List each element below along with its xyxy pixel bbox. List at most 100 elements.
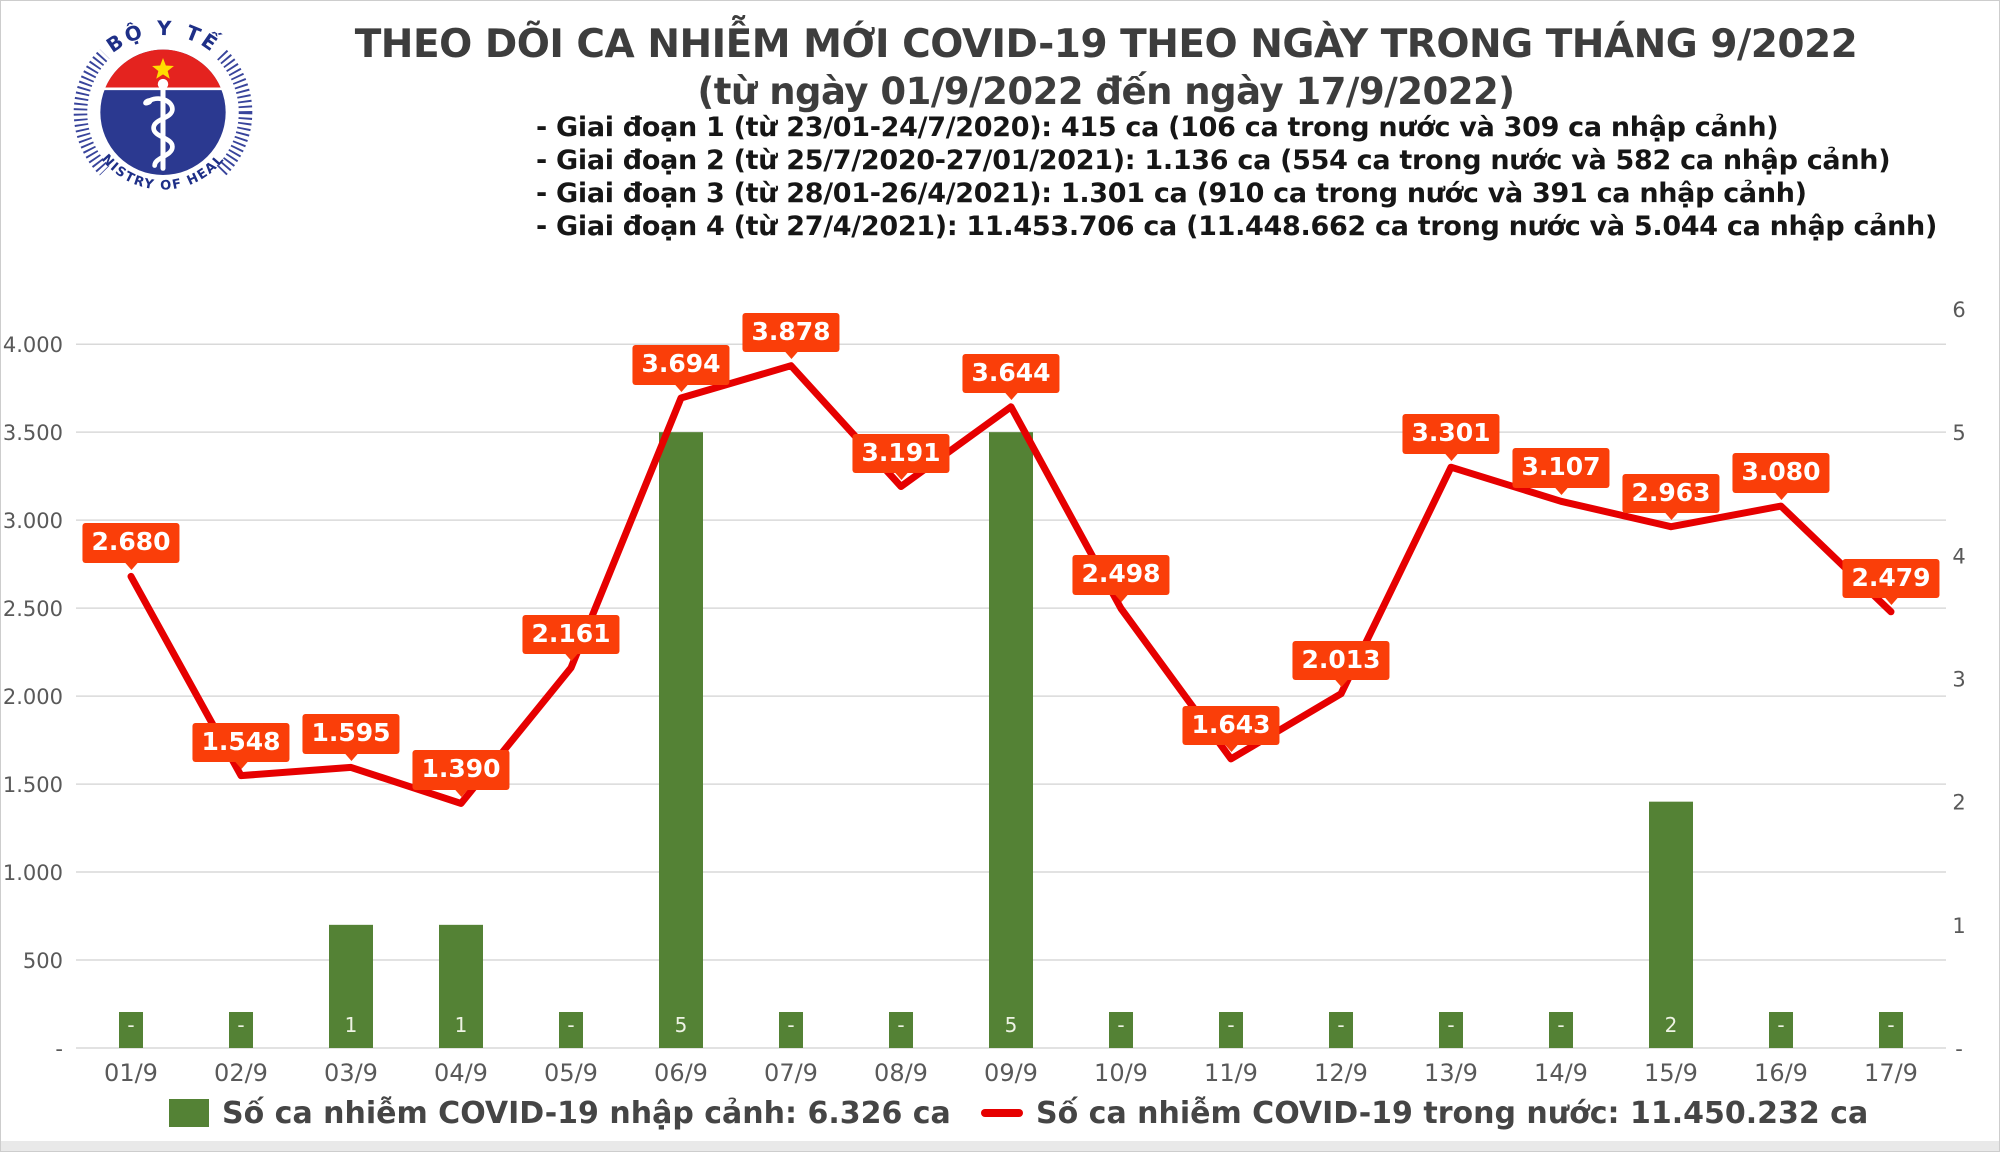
bar-value-label: - [1227, 1013, 1234, 1037]
data-callout: 1.390 [412, 750, 510, 790]
rod-of-asclepius-icon [143, 78, 175, 171]
y-axis-right-tick: 5 [1952, 421, 1965, 445]
imported-cases-bar [1649, 801, 1693, 1048]
x-axis-label: 04/9 [434, 1059, 488, 1087]
y-axis-left-tick: 3.000 [3, 509, 63, 533]
data-callout: 2.498 [1072, 555, 1170, 595]
bar-value-label: - [127, 1013, 134, 1037]
y-axis-left-tick: 1.000 [3, 861, 63, 885]
imported-cases-bar [119, 1012, 143, 1048]
logo-bottom-text-backing [95, 161, 231, 199]
legend-item-domestic-cases: Số ca nhiễm COVID-19 trong nước: 11.450.… [981, 1091, 1868, 1135]
domestic-cases-line [127, 362, 1895, 807]
imported-cases-bar [559, 1012, 583, 1048]
data-callout: 3.080 [1732, 453, 1830, 493]
bar-value-label: - [1337, 1013, 1344, 1037]
imported-cases-bar [1769, 1012, 1793, 1048]
bar-value-label: 5 [1005, 1013, 1018, 1037]
logo-top-text-backing [95, 17, 231, 64]
x-axis-label: 11/9 [1204, 1059, 1258, 1087]
y-axis-right-tick: 6 [1952, 298, 1965, 322]
y-axis-right-tick: - [1955, 1037, 1963, 1061]
x-axis-label: 17/9 [1864, 1059, 1918, 1087]
y-axis-left-tick: 3.500 [3, 421, 63, 445]
phase-summary: - Giai đoạn 1 (từ 23/01-24/7/2020): 415 … [536, 111, 1956, 243]
phase-4-summary: - Giai đoạn 4 (từ 27/4/2021): 11.453.706… [536, 211, 1938, 242]
data-callout: 3.301 [1402, 414, 1500, 454]
y-axis-left-tick: 4.000 [3, 333, 63, 357]
y-axis-left-tick: 1.500 [3, 773, 63, 797]
data-callout: 2.161 [522, 614, 620, 655]
data-callout: 3.191 [852, 433, 950, 474]
data-callout: 1.643 [1182, 705, 1280, 746]
imported-cases-bar [1329, 1012, 1353, 1048]
y-axis-left-tick: 2.500 [3, 597, 63, 621]
x-axis-label: 09/9 [984, 1059, 1038, 1087]
imported-cases-bar [659, 432, 703, 1049]
data-callout: 3.694 [632, 345, 730, 385]
x-axis-label: 12/9 [1314, 1059, 1368, 1087]
x-axis-label: 08/9 [874, 1059, 928, 1087]
bar-value-label: 1 [345, 1013, 358, 1037]
y-axis-right-tick: 4 [1952, 544, 1965, 568]
bar-value-label: - [1447, 1013, 1454, 1037]
imported-cases-bar [229, 1012, 253, 1048]
data-callout: 3.644 [962, 353, 1060, 394]
x-axis-label: 07/9 [764, 1059, 818, 1087]
y-axis-right-tick: 3 [1952, 668, 1965, 692]
bar-value-label: 2 [1665, 1013, 1678, 1037]
x-axis-label: 01/9 [104, 1059, 158, 1087]
bar-value-label: - [237, 1013, 244, 1037]
x-axis-label: 16/9 [1754, 1059, 1808, 1087]
y-axis-left-tick: 2.000 [3, 685, 63, 709]
bar-value-label: - [1117, 1013, 1124, 1037]
header: THEO DÕI CA NHIỄM MỚI COVID-19 THEO NGÀY… [261, 22, 1951, 113]
x-axis-label: 14/9 [1534, 1059, 1588, 1087]
page-subtitle: (từ ngày 01/9/2022 đến ngày 17/9/2022) [697, 69, 1515, 113]
data-callout: 2.680 [82, 523, 180, 563]
data-callout: 1.548 [192, 722, 290, 763]
x-axis-label: 03/9 [324, 1059, 378, 1087]
phase-3-summary: - Giai đoạn 3 (từ 28/01-26/4/2021): 1.30… [536, 178, 1807, 209]
x-axis-label: 02/9 [214, 1059, 268, 1087]
legend-domestic-label: Số ca nhiễm COVID-19 trong nước: 11.450.… [1036, 1095, 1869, 1131]
bar-value-label: - [567, 1013, 574, 1037]
x-axis-label: 15/9 [1644, 1059, 1698, 1087]
x-axis-label: 10/9 [1094, 1059, 1148, 1087]
bar-value-label: - [1777, 1013, 1784, 1037]
bar-value-label: - [787, 1013, 794, 1037]
data-callout: 2.479 [1842, 558, 1940, 599]
imported-cases-bar [779, 1012, 803, 1048]
x-axis-label: 05/9 [544, 1059, 598, 1087]
data-callout: 2.963 [1622, 473, 1720, 514]
imported-cases-bar [989, 432, 1033, 1049]
imported-cases-bar [1219, 1012, 1243, 1048]
x-axis-label: 06/9 [654, 1059, 708, 1087]
imported-cases-bar [1549, 1012, 1573, 1048]
data-callout: 1.595 [302, 714, 400, 754]
y-axis-right-tick: 2 [1952, 791, 1965, 815]
imported-cases-bar [889, 1012, 913, 1048]
imported-cases-bar [1439, 1012, 1463, 1048]
bar-value-label: - [1557, 1013, 1564, 1037]
y-axis-left-tick: 500 [23, 949, 63, 973]
legend-item-imported-cases: Số ca nhiễm COVID-19 nhập cảnh: 6.326 ca [169, 1091, 951, 1135]
bar-value-label: 1 [455, 1013, 468, 1037]
data-callout: 2.013 [1292, 640, 1390, 681]
bar-series-swatch-icon [169, 1099, 209, 1127]
bar-value-label: - [897, 1013, 904, 1037]
phase-2-summary: - Giai đoạn 2 (từ 25/7/2020-27/01/2021):… [536, 145, 1891, 176]
imported-cases-bar [1879, 1012, 1903, 1048]
page-title: THEO DÕI CA NHIỄM MỚI COVID-19 THEO NGÀY… [354, 22, 1858, 67]
window-bottom-edge [1, 1141, 1999, 1151]
bar-value-label: 5 [675, 1013, 688, 1037]
y-axis-left-tick: - [55, 1037, 63, 1061]
star-icon [152, 58, 174, 79]
phase-1-summary: - Giai đoạn 1 (từ 23/01-24/7/2020): 415 … [536, 112, 1779, 143]
x-axis-label: 13/9 [1424, 1059, 1478, 1087]
legend-imported-label: Số ca nhiễm COVID-19 nhập cảnh: 6.326 ca [222, 1095, 951, 1131]
data-callout: 3.878 [742, 312, 840, 353]
